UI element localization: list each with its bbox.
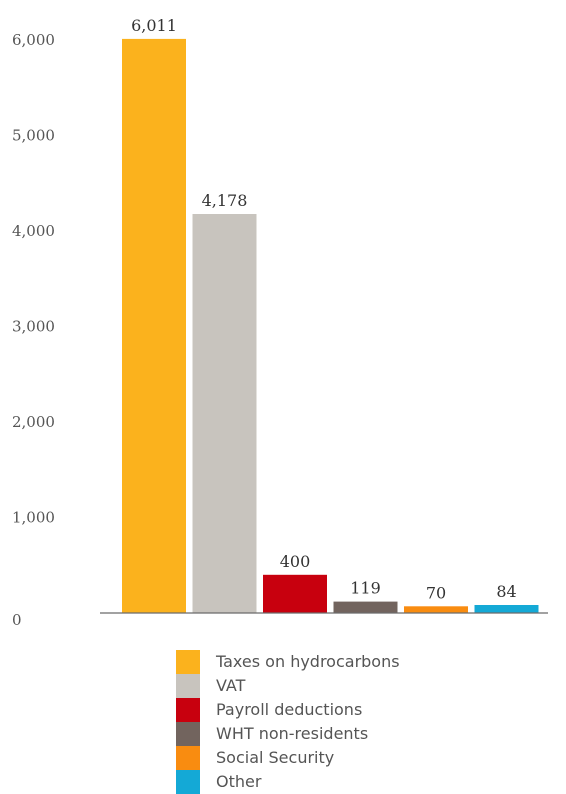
- y-tick-label: 3,000: [12, 318, 55, 336]
- y-tick-label: 0: [12, 611, 22, 629]
- bar-value-label: 4,178: [202, 191, 248, 210]
- legend-swatch: [176, 746, 200, 770]
- bar-value-label: 70: [426, 583, 446, 602]
- legend-label: VAT: [216, 676, 246, 695]
- legend-item: WHT non-residents: [176, 722, 400, 746]
- bar-2: [263, 574, 327, 613]
- data-labels: 6,011 4,178 400 119 70 84: [131, 16, 517, 602]
- legend-label: Social Security: [216, 748, 335, 767]
- bars: [122, 38, 539, 613]
- y-tick-label: 1,000: [12, 509, 55, 527]
- bar-value-label: 84: [496, 582, 516, 601]
- bar-1: [192, 214, 257, 613]
- bar-4: [404, 606, 468, 613]
- legend-swatch: [176, 674, 200, 698]
- bar-value-label: 119: [350, 579, 381, 598]
- legend-item: Taxes on hydrocarbons: [176, 650, 400, 674]
- y-tick-label: 4,000: [12, 222, 55, 240]
- legend-item: Other: [176, 770, 400, 794]
- legend-item: Social Security: [176, 746, 400, 770]
- bar-3: [333, 601, 398, 613]
- y-tick-label: 2,000: [12, 413, 55, 431]
- legend-label: Other: [216, 772, 262, 791]
- bar-value-label: 6,011: [131, 16, 177, 35]
- legend-swatch: [176, 722, 200, 746]
- legend-swatch: [176, 698, 200, 722]
- legend-swatch: [176, 650, 200, 674]
- y-axis: 0 1,000 2,000 3,000 4,000 5,000 6,000: [12, 31, 55, 629]
- bar-value-label: 400: [280, 552, 311, 571]
- legend-label: Taxes on hydrocarbons: [216, 652, 400, 671]
- y-tick-label: 6,000: [12, 31, 55, 49]
- legend-swatch: [176, 770, 200, 794]
- y-tick-label: 5,000: [12, 127, 55, 145]
- legend-item: Payroll deductions: [176, 698, 400, 722]
- legend-label: WHT non-residents: [216, 724, 369, 743]
- legend-item: VAT: [176, 674, 400, 698]
- legend: Taxes on hydrocarbons VAT Payroll deductio…: [176, 650, 400, 794]
- bar-0: [122, 38, 186, 613]
- legend-label: Payroll deductions: [216, 700, 363, 719]
- bar-5: [474, 605, 539, 613]
